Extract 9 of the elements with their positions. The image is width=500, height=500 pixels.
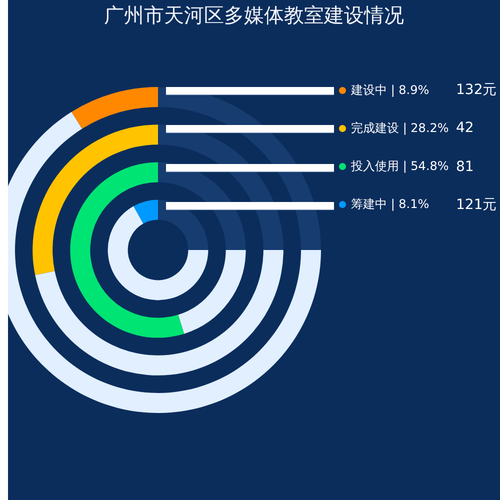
legend-label: 建设中 | 8.9% [351, 82, 430, 98]
chart-title: 广州市天河区多媒体教室建设情况 [103, 2, 405, 29]
legend-label: 投入使用 | 54.8% [351, 158, 449, 176]
text: 132元 [456, 81, 497, 100]
legend-label: 筹建中 | 8.1% [351, 196, 430, 214]
text: 121元 [456, 196, 497, 215]
text: 42 [456, 119, 474, 138]
text: 81 [456, 158, 474, 177]
legend-label: 完成建设 | 28.2% [351, 120, 449, 137]
